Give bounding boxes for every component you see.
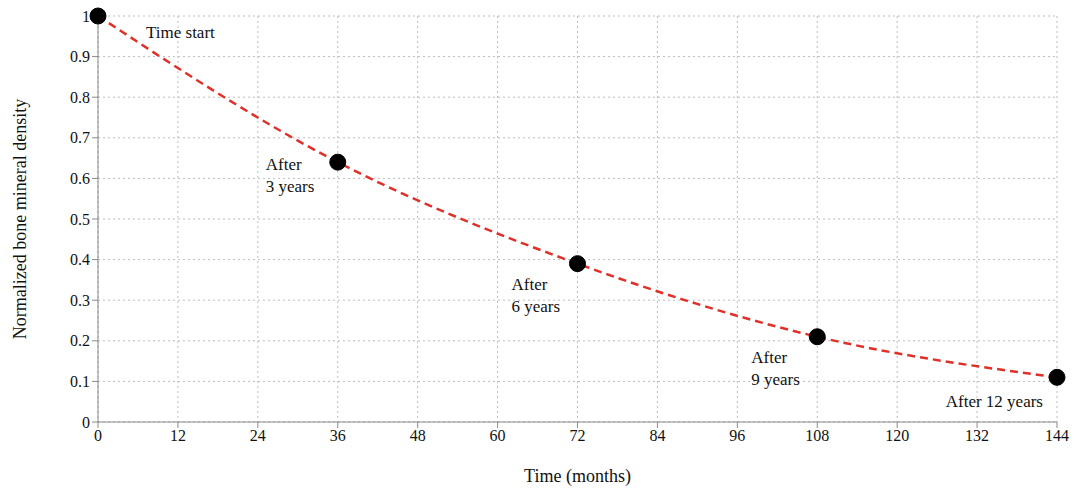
svg-text:120: 120: [885, 427, 909, 444]
svg-text:0: 0: [82, 414, 90, 431]
svg-text:0.1: 0.1: [70, 373, 90, 390]
svg-text:60: 60: [490, 427, 506, 444]
svg-text:After 12 years: After 12 years: [946, 392, 1043, 411]
svg-text:0.6: 0.6: [70, 170, 90, 187]
svg-text:36: 36: [330, 427, 346, 444]
svg-text:0: 0: [94, 427, 102, 444]
svg-text:After6 years: After6 years: [512, 275, 561, 316]
svg-text:1: 1: [82, 8, 90, 25]
svg-text:0.4: 0.4: [70, 251, 90, 268]
svg-text:After3 years: After3 years: [266, 155, 315, 196]
svg-text:108: 108: [805, 427, 829, 444]
svg-text:84: 84: [649, 427, 665, 444]
svg-text:0.7: 0.7: [70, 129, 90, 146]
svg-text:24: 24: [250, 427, 266, 444]
svg-text:Normalized bone mineral densit: Normalized bone mineral density: [10, 99, 30, 339]
svg-text:12: 12: [170, 427, 186, 444]
svg-text:96: 96: [729, 427, 745, 444]
svg-text:0.5: 0.5: [70, 211, 90, 228]
svg-text:132: 132: [965, 427, 989, 444]
svg-text:144: 144: [1045, 427, 1069, 444]
svg-text:48: 48: [410, 427, 426, 444]
svg-text:0.2: 0.2: [70, 332, 90, 349]
svg-text:72: 72: [570, 427, 586, 444]
svg-text:Time (months): Time (months): [524, 466, 631, 487]
svg-text:0.8: 0.8: [70, 89, 90, 106]
svg-text:After9 years: After9 years: [751, 348, 800, 389]
svg-text:0.3: 0.3: [70, 292, 90, 309]
svg-text:Time start: Time start: [146, 23, 215, 42]
svg-text:0.9: 0.9: [70, 48, 90, 65]
